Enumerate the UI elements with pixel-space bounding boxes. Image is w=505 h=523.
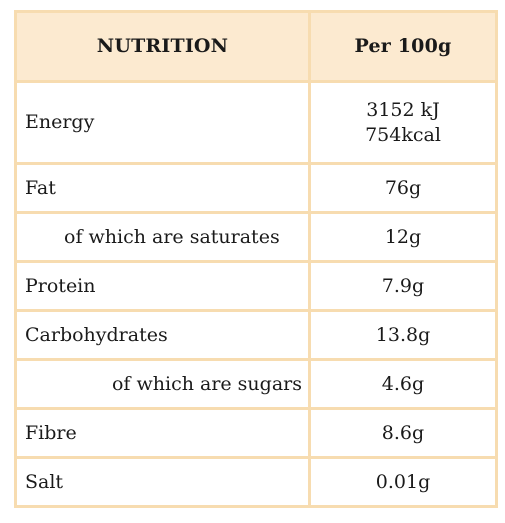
row-value: 13.8g <box>308 309 498 361</box>
row-label: of which are saturates <box>14 211 311 263</box>
row-label: of which are sugars <box>14 358 311 410</box>
table-row-saturates: of which are saturates 12g <box>14 211 498 263</box>
row-value: 7.9g <box>308 260 498 312</box>
table-row-fibre: Fibre 8.6g <box>14 407 498 459</box>
row-label: Fat <box>14 162 311 214</box>
row-label: Protein <box>14 260 311 312</box>
row-value: 8.6g <box>308 407 498 459</box>
nutrition-table: NUTRITION Per 100g Energy 3152 kJ 754kca… <box>14 10 498 508</box>
energy-kj: 3152 kJ <box>366 98 440 121</box>
table-row-protein: Protein 7.9g <box>14 260 498 312</box>
row-value: 4.6g <box>308 358 498 410</box>
energy-kcal: 754kcal <box>365 123 441 146</box>
table-header-row: NUTRITION Per 100g <box>14 10 498 83</box>
row-label: Fibre <box>14 407 311 459</box>
row-value: 3152 kJ 754kcal <box>308 80 498 165</box>
row-label: Energy <box>14 80 311 165</box>
table-row-salt: Salt 0.01g <box>14 456 498 508</box>
table-row-carbohydrates: Carbohydrates 13.8g <box>14 309 498 361</box>
row-label: Salt <box>14 456 311 508</box>
header-per-100g: Per 100g <box>308 10 498 83</box>
header-nutrition: NUTRITION <box>14 10 311 83</box>
row-value: 0.01g <box>308 456 498 508</box>
row-value: 76g <box>308 162 498 214</box>
row-label: Carbohydrates <box>14 309 311 361</box>
table-row-fat: Fat 76g <box>14 162 498 214</box>
table-row-sugars: of which are sugars 4.6g <box>14 358 498 410</box>
table-row-energy: Energy 3152 kJ 754kcal <box>14 80 498 165</box>
row-value: 12g <box>308 211 498 263</box>
